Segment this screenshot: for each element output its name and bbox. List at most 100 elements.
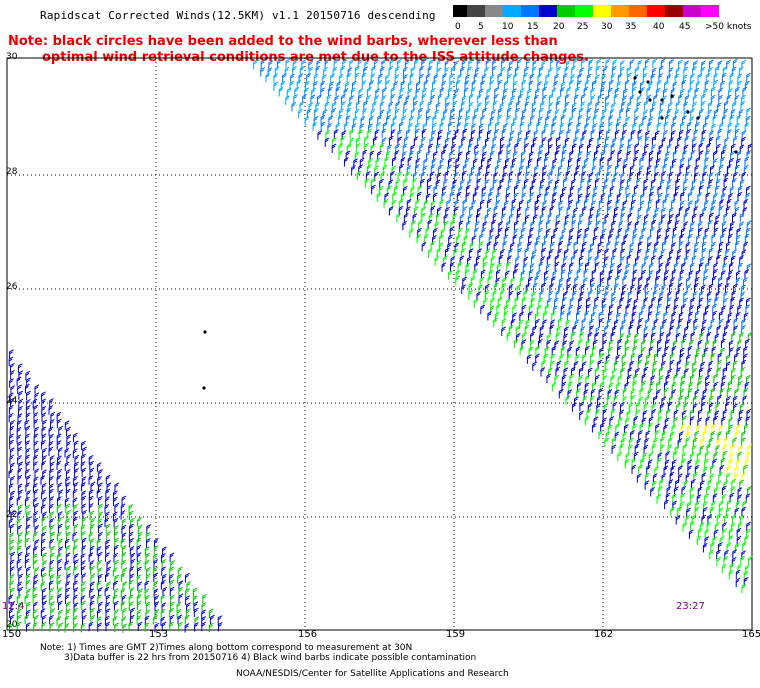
wind-barb xyxy=(650,338,655,349)
wind-barb xyxy=(138,588,143,598)
wind-barb xyxy=(32,608,38,619)
wind-barb xyxy=(597,207,602,217)
wind-barb xyxy=(341,130,347,140)
wind-barb xyxy=(562,340,568,350)
wind-barb xyxy=(742,207,748,217)
wind-barb xyxy=(602,220,608,230)
wind-barb xyxy=(658,367,664,377)
wind-barb xyxy=(443,214,449,224)
wind-barb xyxy=(588,59,594,69)
wind-barb xyxy=(611,65,617,76)
wind-barb xyxy=(608,311,613,321)
contamination-dot xyxy=(734,150,738,154)
wind-barb xyxy=(713,415,719,426)
wind-barb xyxy=(744,269,750,279)
wind-barb xyxy=(414,128,420,139)
wind-barb xyxy=(699,332,705,342)
wind-barb xyxy=(563,291,568,301)
wind-barb xyxy=(153,580,159,591)
wind-barb xyxy=(725,401,730,412)
wind-barb xyxy=(581,58,586,69)
wind-barb xyxy=(32,398,38,409)
wind-barb xyxy=(635,256,640,266)
wind-barb xyxy=(105,488,111,499)
wind-barb xyxy=(324,101,330,112)
wind-barb xyxy=(80,461,86,471)
wind-barb xyxy=(695,459,701,469)
wind-barb xyxy=(24,496,30,507)
wind-barb xyxy=(671,233,677,244)
wind-barb xyxy=(506,143,512,153)
wind-barb xyxy=(644,283,650,293)
wind-barb xyxy=(379,178,384,189)
wind-barb xyxy=(709,549,714,559)
wind-barb xyxy=(517,247,523,258)
wind-barb xyxy=(736,227,742,238)
wind-barb xyxy=(90,565,95,576)
wind-barb xyxy=(731,212,737,223)
wind-barb xyxy=(113,517,119,528)
wind-barb xyxy=(639,200,645,210)
wind-barb xyxy=(88,552,94,562)
wind-barb xyxy=(364,60,370,70)
wind-barb xyxy=(354,65,360,76)
wind-barb xyxy=(469,137,475,147)
wind-barb xyxy=(556,66,562,76)
legend-swatch xyxy=(521,5,539,17)
wind-barb xyxy=(707,109,713,119)
wind-barb xyxy=(575,199,581,209)
wind-barb xyxy=(144,615,150,625)
wind-barb xyxy=(497,107,503,118)
wind-barb xyxy=(626,254,632,265)
lon-label-156: 156 xyxy=(298,629,318,640)
wind-barb xyxy=(741,506,747,517)
wind-barb xyxy=(626,177,632,188)
wind-barb xyxy=(561,149,567,160)
wind-barb xyxy=(105,552,110,562)
wind-barb xyxy=(544,156,549,167)
wind-barb xyxy=(678,241,684,251)
wind-barb xyxy=(33,545,38,556)
wind-barb xyxy=(388,179,394,189)
wind-barb xyxy=(383,198,389,209)
wind-barb xyxy=(17,363,23,373)
wind-barb xyxy=(611,444,617,454)
map-frame xyxy=(6,57,753,631)
wind-barb xyxy=(144,580,150,591)
wind-barb xyxy=(718,318,724,329)
wind-barb xyxy=(65,518,71,528)
wind-barb xyxy=(743,241,749,252)
wind-barb xyxy=(569,262,574,272)
wind-barb xyxy=(735,240,740,251)
wind-barb xyxy=(610,255,616,265)
wind-barb xyxy=(728,570,734,580)
wind-barb xyxy=(737,339,743,349)
wind-barb xyxy=(741,284,746,294)
wind-barb xyxy=(649,191,654,202)
wind-barb xyxy=(721,564,727,574)
wind-barb xyxy=(589,206,595,216)
wind-barb xyxy=(704,157,710,167)
wind-barb xyxy=(616,382,621,392)
wind-barb xyxy=(506,331,512,342)
wind-barb xyxy=(693,325,699,336)
wind-barb xyxy=(89,467,95,478)
wind-barb xyxy=(178,580,184,590)
wind-barb xyxy=(683,66,689,77)
wind-barb xyxy=(105,601,111,612)
wind-barb xyxy=(685,242,691,252)
wind-barb xyxy=(335,86,341,97)
wind-barb xyxy=(390,86,396,97)
wind-barb xyxy=(723,514,729,524)
wind-barb xyxy=(694,506,700,517)
wind-barb xyxy=(397,58,402,69)
wind-barb xyxy=(105,544,110,555)
wind-barb xyxy=(735,86,740,97)
wind-barb xyxy=(746,451,752,461)
wind-barb xyxy=(512,234,518,244)
wind-barb xyxy=(546,219,551,230)
wind-barb xyxy=(130,558,136,569)
wind-barb xyxy=(422,165,428,175)
wind-barb xyxy=(707,514,713,524)
wind-barb xyxy=(592,235,598,245)
